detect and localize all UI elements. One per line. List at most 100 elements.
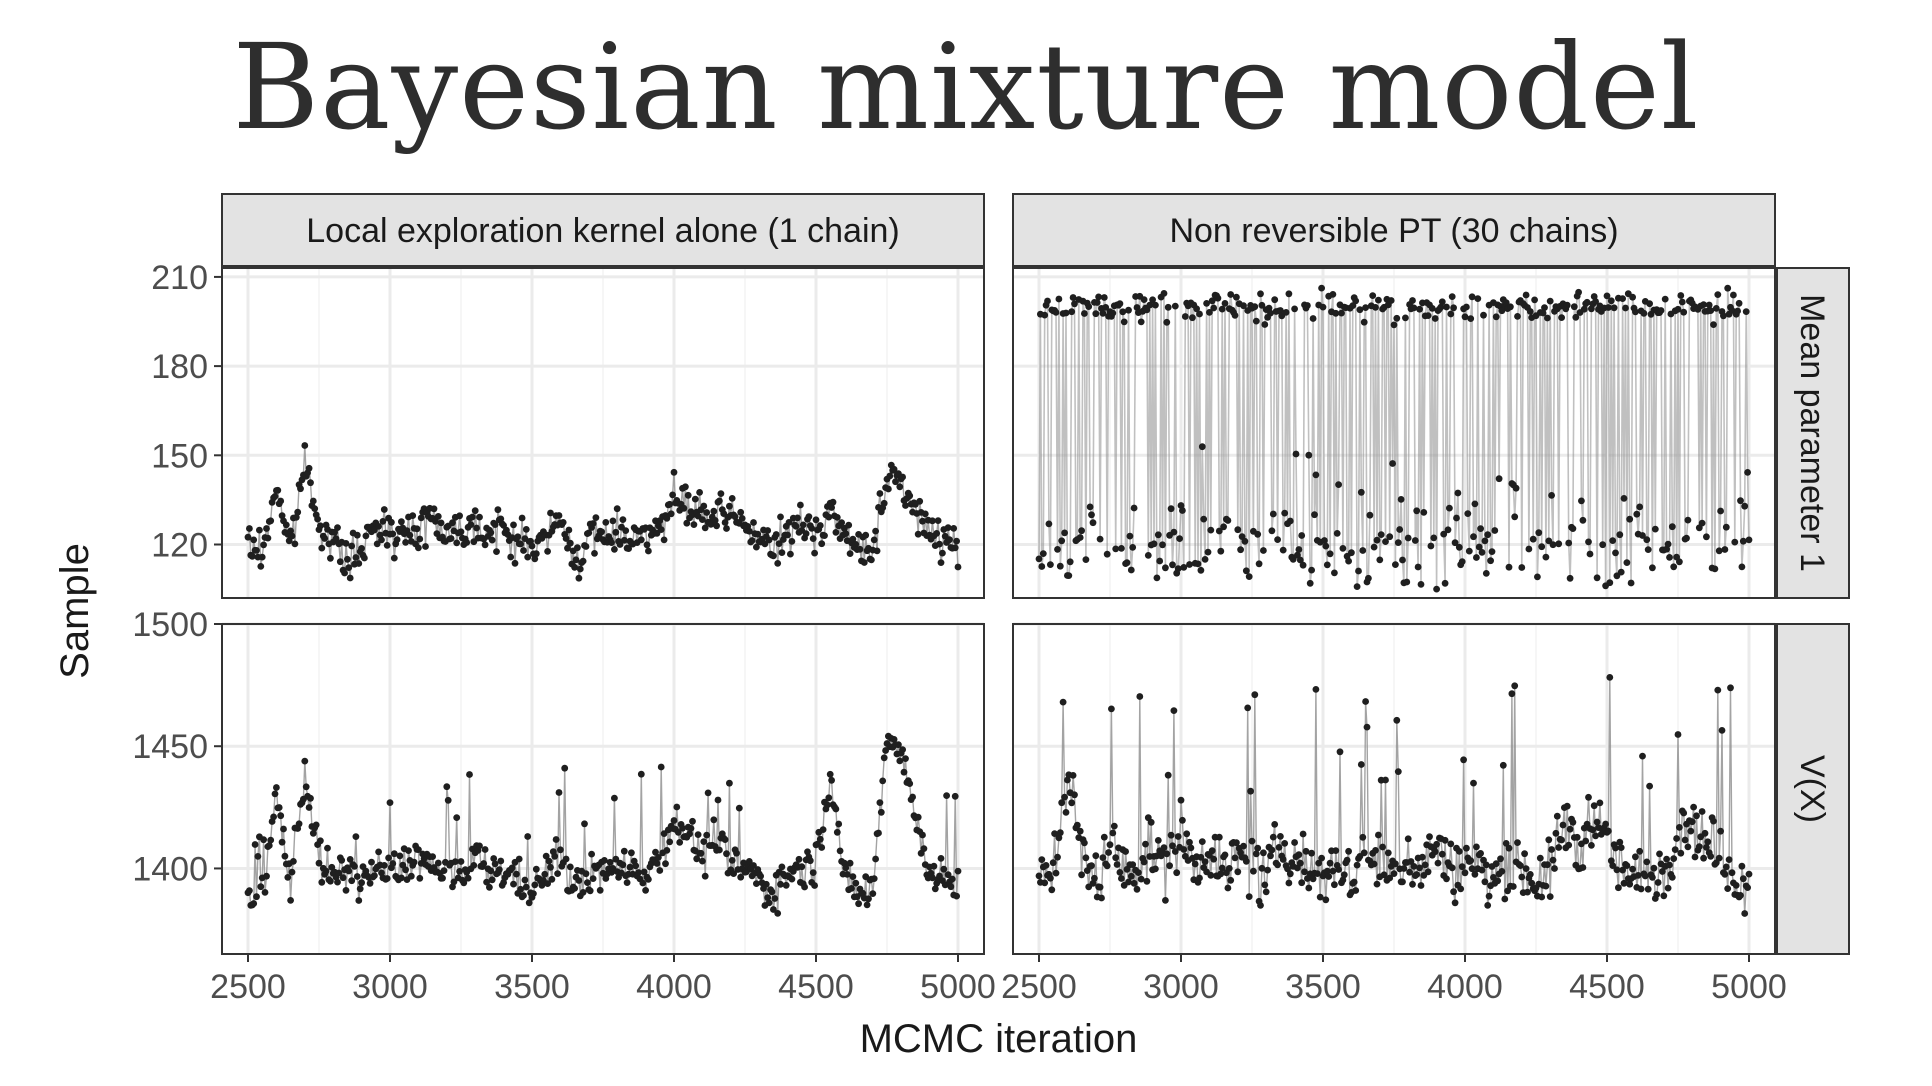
- data-point: [1061, 529, 1068, 537]
- slide-title: Bayesian mixture model: [232, 18, 1700, 156]
- data-point: [346, 574, 354, 582]
- data-point: [690, 521, 698, 528]
- x-tick-label: 3500: [1285, 968, 1361, 1006]
- data-point: [1098, 894, 1105, 902]
- data-point: [248, 552, 256, 560]
- data-point: [571, 885, 578, 892]
- data-point: [625, 545, 632, 552]
- data-point: [1350, 878, 1358, 886]
- data-point: [1629, 865, 1636, 873]
- data-point: [396, 852, 404, 860]
- data-point: [1544, 314, 1551, 322]
- data-point: [1470, 533, 1477, 541]
- data-point: [1705, 301, 1713, 309]
- data-point: [714, 796, 722, 804]
- data-point: [723, 850, 730, 858]
- data-point: [1285, 290, 1293, 298]
- data-point: [1322, 542, 1330, 550]
- data-point: [301, 757, 309, 765]
- data-point: [829, 498, 837, 506]
- data-point: [361, 554, 368, 562]
- data-point: [1173, 869, 1181, 877]
- data-point: [1250, 867, 1257, 875]
- panel: [1012, 622, 1776, 955]
- data-point: [1055, 834, 1063, 842]
- data-point: [1715, 854, 1723, 862]
- data-point: [804, 848, 811, 856]
- data-point: [1058, 799, 1066, 807]
- data-point: [812, 516, 820, 524]
- data-point: [366, 879, 374, 887]
- data-point: [1335, 866, 1342, 873]
- data-point: [1255, 560, 1263, 568]
- data-point: [691, 495, 699, 503]
- data-point: [1553, 812, 1561, 820]
- data-point: [1252, 850, 1260, 858]
- data-point: [348, 542, 356, 550]
- data-point: [1260, 849, 1267, 857]
- data-point: [1154, 837, 1162, 844]
- data-point: [713, 522, 720, 530]
- data-point: [765, 899, 773, 907]
- data-point: [1539, 309, 1547, 317]
- data-point: [1271, 821, 1279, 828]
- data-point: [1051, 830, 1058, 837]
- data-point: [1277, 307, 1284, 314]
- data-point: [471, 507, 479, 515]
- data-point: [1427, 542, 1435, 550]
- data-point: [1481, 878, 1489, 886]
- data-point: [1118, 875, 1125, 882]
- data-point: [794, 514, 801, 522]
- data-point: [1118, 545, 1125, 552]
- data-point: [1292, 450, 1300, 458]
- data-point: [1632, 853, 1639, 861]
- data-point: [1450, 304, 1457, 312]
- data-point: [832, 529, 840, 536]
- data-point: [802, 530, 810, 537]
- data-point: [1167, 505, 1175, 513]
- data-point: [1619, 295, 1626, 302]
- data-point: [307, 794, 314, 802]
- data-point: [1617, 568, 1625, 576]
- data-point: [1105, 849, 1112, 856]
- data-point: [1670, 563, 1678, 571]
- data-point: [704, 789, 712, 797]
- data-point: [855, 900, 862, 908]
- data-point: [440, 867, 448, 874]
- data-point: [1099, 310, 1107, 317]
- data-point: [1242, 567, 1250, 575]
- data-point: [1704, 838, 1712, 846]
- data-point: [358, 545, 365, 552]
- data-point: [565, 526, 573, 534]
- data-point: [406, 531, 414, 539]
- data-point: [676, 839, 684, 846]
- data-point: [609, 517, 617, 525]
- data-point: [254, 853, 262, 860]
- data-point: [1068, 308, 1076, 316]
- data-point: [1164, 771, 1172, 779]
- data-point: [1424, 868, 1432, 876]
- data-point: [263, 525, 270, 532]
- data-point: [1338, 309, 1345, 317]
- data-point: [707, 520, 715, 528]
- data-point: [619, 861, 627, 869]
- data-point: [862, 531, 870, 539]
- data-point: [660, 536, 668, 544]
- data-point: [914, 813, 922, 821]
- data-point: [277, 812, 285, 820]
- data-point: [1409, 880, 1416, 888]
- data-point: [1130, 879, 1138, 887]
- x-tick-label: 3000: [1143, 968, 1219, 1006]
- data-point: [1677, 292, 1685, 299]
- data-point: [1739, 537, 1747, 545]
- data-point: [1544, 861, 1551, 869]
- data-point: [1438, 298, 1446, 306]
- data-point: [1370, 543, 1378, 551]
- data-point: [1339, 876, 1347, 884]
- data-point: [1092, 852, 1100, 860]
- data-point: [1492, 313, 1500, 321]
- data-point: [1137, 875, 1145, 883]
- data-point: [1473, 843, 1480, 851]
- data-point: [555, 789, 563, 796]
- data-point: [1179, 816, 1186, 824]
